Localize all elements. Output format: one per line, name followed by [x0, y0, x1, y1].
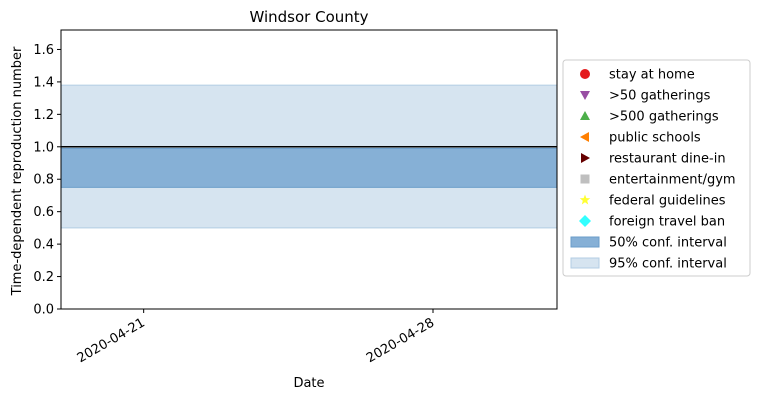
legend: stay at home >50 gatherings >500 gathering… [562, 59, 751, 277]
legend-marker-patch [570, 257, 600, 269]
legend-marker-star [579, 194, 591, 205]
legend-marker-triangle-left [580, 132, 589, 142]
legend-marker-patch [570, 236, 600, 248]
legend-label: public schools [609, 131, 701, 146]
legend-label: federal guidelines [609, 194, 726, 209]
legend-label: foreign travel ban [609, 215, 725, 230]
y-tick-label: 0.4 [33, 238, 54, 253]
y-tick-label: 1.6 [33, 43, 54, 58]
legend-label: 50% conf. interval [609, 236, 727, 251]
legend-marker-circle [580, 69, 590, 79]
y-tick-label: 0.0 [33, 303, 54, 318]
legend-label: 95% conf. interval [609, 257, 727, 272]
legend-label: >500 gatherings [609, 110, 719, 125]
x-tick-label: 2020-04-28 [364, 315, 437, 366]
legend-label: entertainment/gym [609, 173, 736, 188]
legend-label: >50 gatherings [609, 89, 711, 104]
band-50-conf-interval [60, 147, 558, 188]
x-tick-label: 2020-04-21 [75, 315, 148, 366]
y-tick-label: 1.0 [33, 140, 54, 155]
legend-label: restaurant dine-in [609, 152, 726, 167]
legend-label: stay at home [609, 68, 695, 83]
y-axis-label: Time-dependent reproduction number [10, 46, 25, 296]
plot-frame [60, 29, 558, 310]
y-tick-label: 0.8 [33, 173, 54, 188]
chart-title: Windsor County [249, 8, 368, 26]
y-tick-label: 1.4 [33, 75, 54, 90]
legend-marker-diamond [579, 215, 591, 227]
legend-marker-triangle-right [581, 153, 590, 163]
legend-marker-square [580, 174, 590, 184]
y-tick-label: 0.6 [33, 205, 54, 220]
y-tick-label: 0.2 [33, 270, 54, 285]
plot-area: 0.0 0.2 0.4 0.6 0.8 1.0 1.2 1.4 1.6 2020-04-21 202… [33, 29, 558, 366]
legend-marker-triangle-up [580, 111, 590, 120]
x-axis-label: Date [293, 376, 324, 391]
legend-box [562, 59, 751, 277]
y-tick-label: 1.2 [33, 108, 54, 123]
legend-marker-triangle-down [580, 91, 590, 100]
